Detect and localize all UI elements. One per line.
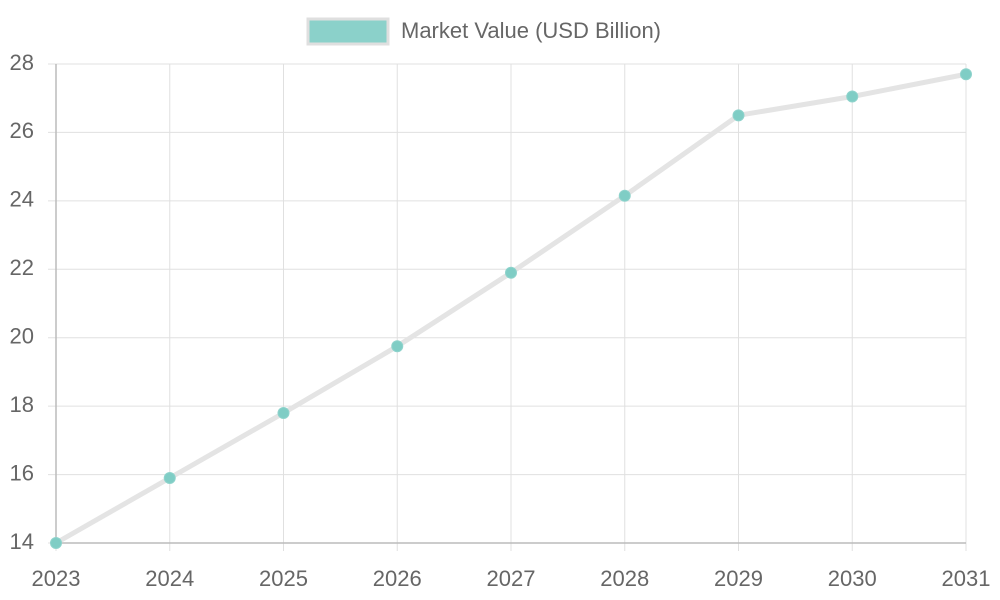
y-tick-label: 26: [10, 118, 34, 143]
x-tick-label: 2030: [828, 566, 877, 591]
data-point: [846, 90, 859, 103]
data-point: [50, 537, 62, 549]
x-tick-label: 2026: [373, 566, 422, 591]
data-point: [163, 471, 176, 484]
y-tick-label: 16: [10, 460, 34, 485]
data-point: [960, 68, 972, 81]
y-tick-label: 20: [10, 324, 34, 349]
x-tick-label: 2029: [714, 566, 763, 591]
y-tick-label: 22: [10, 255, 34, 280]
legend-swatch: [306, 17, 390, 46]
data-point: [391, 340, 404, 353]
x-tick-label: 2024: [145, 566, 194, 591]
y-tick-label: 14: [10, 529, 34, 554]
y-tick-label: 18: [10, 392, 34, 417]
x-tick-label: 2027: [487, 566, 536, 591]
data-point: [277, 406, 290, 419]
x-tick-label: 2023: [32, 566, 81, 591]
y-tick-label: 24: [10, 187, 34, 212]
x-tick-label: 2025: [259, 566, 308, 591]
data-point: [505, 266, 517, 279]
data-point: [618, 189, 631, 202]
y-tick-label: 28: [10, 50, 34, 75]
x-tick-label: 2031: [942, 566, 991, 591]
data-point: [732, 109, 745, 122]
x-tick-label: 2028: [600, 566, 649, 591]
legend-label: Market Value (USD Billion): [401, 18, 661, 43]
